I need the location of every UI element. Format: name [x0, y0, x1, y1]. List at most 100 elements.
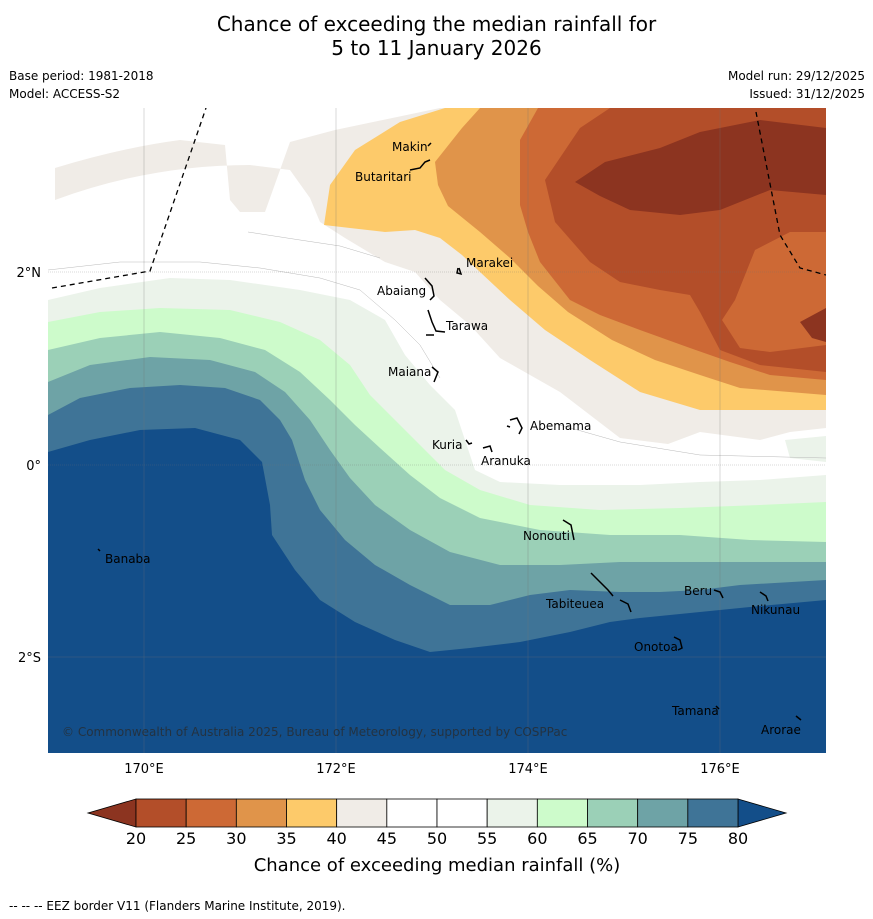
colorbar-cell-60-65: [536, 798, 588, 828]
lon-tick-172: 172°E: [316, 762, 356, 777]
island-butaritari: [409, 159, 431, 171]
contour-above-80: [48, 428, 826, 753]
lat-tick-0: 0°: [26, 459, 41, 474]
lon-tick-174: 174°E: [508, 762, 548, 777]
issued-date: Issued: 31/12/2025: [749, 87, 865, 101]
colorbar-high-arrow: [737, 798, 788, 828]
island-outlines: [97, 142, 802, 721]
island-banaba: [97, 548, 101, 552]
island-tabiteuea: [590, 572, 632, 613]
lat-tick-2n: 2°N: [17, 266, 42, 281]
colorbar-cell-40-45: [336, 798, 388, 828]
colorbar-tick-40: 40: [326, 829, 346, 848]
contour-line-50: [247, 231, 381, 259]
label-tarawa: Tarawa: [445, 319, 488, 333]
chart-title: Chance of exceeding the median rainfall …: [0, 12, 873, 60]
contour-below-20: [575, 120, 826, 215]
colorbar-ticks: 20 25 30 35 40 45 50 55 60 65 70 75 80: [126, 829, 748, 848]
island-marakei: [456, 267, 463, 276]
model-run: Model run: 29/12/2025: [727, 69, 865, 83]
colorbar-tick-45: 45: [377, 829, 397, 848]
contour-line-45: [48, 261, 441, 379]
colorbar-cell-75-80: [687, 798, 739, 828]
lon-tick-176: 176°E: [700, 762, 740, 777]
lon-tick-170: 170°E: [124, 762, 164, 777]
map-area: Makin Butaritari Marakei Abaiang Tarawa …: [48, 108, 826, 753]
island-tarawa: [426, 309, 446, 336]
label-beru: Beru: [684, 584, 712, 598]
colorbar-cell-25-30: [185, 798, 237, 828]
contour-lines: [48, 231, 826, 459]
colorbar-low-arrow: [86, 798, 137, 828]
label-abaiang: Abaiang: [377, 284, 426, 298]
meta-right: Model run: 29/12/2025 Issued: 31/12/2025: [728, 67, 865, 103]
title-line-2: 5 to 11 January 2026: [331, 36, 542, 60]
island-onotoa: [673, 636, 683, 651]
meta-left: Base period: 1981-2018 Model: ACCESS-S2: [9, 67, 154, 103]
island-maiana: [431, 366, 439, 383]
eez-footnote: -- -- -- EEZ border V11 (Flanders Marine…: [9, 899, 346, 913]
island-abaiang: [424, 277, 435, 301]
label-tamana: Tamana: [671, 704, 719, 718]
label-aranuka: Aranuka: [481, 454, 531, 468]
colorbar-cell-55-60: [486, 798, 538, 828]
contour-55-60-east: [785, 436, 826, 462]
label-nonouti: Nonouti: [523, 529, 570, 543]
island-kuria: [465, 439, 473, 445]
label-onotoa: Onotoa: [634, 640, 678, 654]
label-tabiteuea: Tabiteuea: [545, 597, 604, 611]
contour-below-20-east: [800, 308, 826, 342]
island-abemama: [506, 417, 523, 435]
eez-borders: [51, 108, 826, 289]
label-marakei: Marakei: [466, 256, 513, 270]
colorbar-cell-50-55: [436, 798, 488, 828]
eez-border-west: [51, 108, 207, 289]
island-beru: [713, 589, 724, 599]
colorbar-cell-20-25: [135, 798, 187, 828]
colorbar-tick-60: 60: [527, 829, 547, 848]
island-nonouti: [562, 519, 575, 541]
colorbar-cell-65-70: [587, 798, 639, 828]
colorbar-tick-80: 80: [728, 829, 748, 848]
colorbar-tick-75: 75: [678, 829, 698, 848]
lat-tick-2s: 2°S: [18, 651, 41, 666]
colorbar-cells: [135, 798, 739, 828]
label-kuria: Kuria: [432, 438, 463, 452]
base-period: Base period: 1981-2018: [9, 69, 154, 83]
label-nikunau: Nikunau: [751, 603, 800, 617]
colorbar-cell-45-50: [386, 798, 438, 828]
label-arorae: Arorae: [761, 723, 801, 737]
colorbar-tick-25: 25: [176, 829, 196, 848]
title-line-1: Chance of exceeding the median rainfall …: [216, 12, 657, 36]
island-tamana: [715, 705, 720, 710]
colorbar-tick-65: 65: [577, 829, 597, 848]
contour-line-50-east: [559, 424, 826, 459]
place-labels: Makin Butaritari Marakei Abaiang Tarawa …: [105, 140, 801, 737]
island-arorae: [795, 715, 802, 721]
colorbar-tick-55: 55: [477, 829, 497, 848]
island-nikunau: [759, 591, 769, 602]
island-makin: [427, 142, 432, 147]
eez-border-east: [755, 111, 826, 276]
label-maiana: Maiana: [388, 365, 431, 379]
label-butaritari: Butaritari: [355, 170, 412, 184]
colorbar-cell-30-35: [235, 798, 287, 828]
colorbar-tick-20: 20: [126, 829, 146, 848]
colorbar: 20 25 30 35 40 45 50 55 60 65 70 75 80: [86, 798, 788, 848]
graticule: [48, 108, 826, 753]
colorbar-label: Chance of exceeding median rainfall (%): [254, 855, 621, 876]
colorbar-tick-70: 70: [627, 829, 647, 848]
label-makin: Makin: [392, 140, 428, 154]
colorbar-tick-35: 35: [276, 829, 296, 848]
axis-labels: 170°E 172°E 174°E 176°E 2°N 0° 2°S: [17, 266, 740, 777]
colorbar-cell-70-75: [637, 798, 689, 828]
label-abemama: Abemama: [530, 419, 591, 433]
colorbar-tick-30: 30: [226, 829, 246, 848]
colorbar-tick-50: 50: [427, 829, 447, 848]
model-name: Model: ACCESS-S2: [9, 87, 121, 101]
island-aranuka: [482, 445, 493, 453]
copyright-notice: © Commonwealth of Australia 2025, Bureau…: [62, 725, 567, 739]
colorbar-cell-35-40: [286, 798, 338, 828]
label-banaba: Banaba: [105, 552, 151, 566]
